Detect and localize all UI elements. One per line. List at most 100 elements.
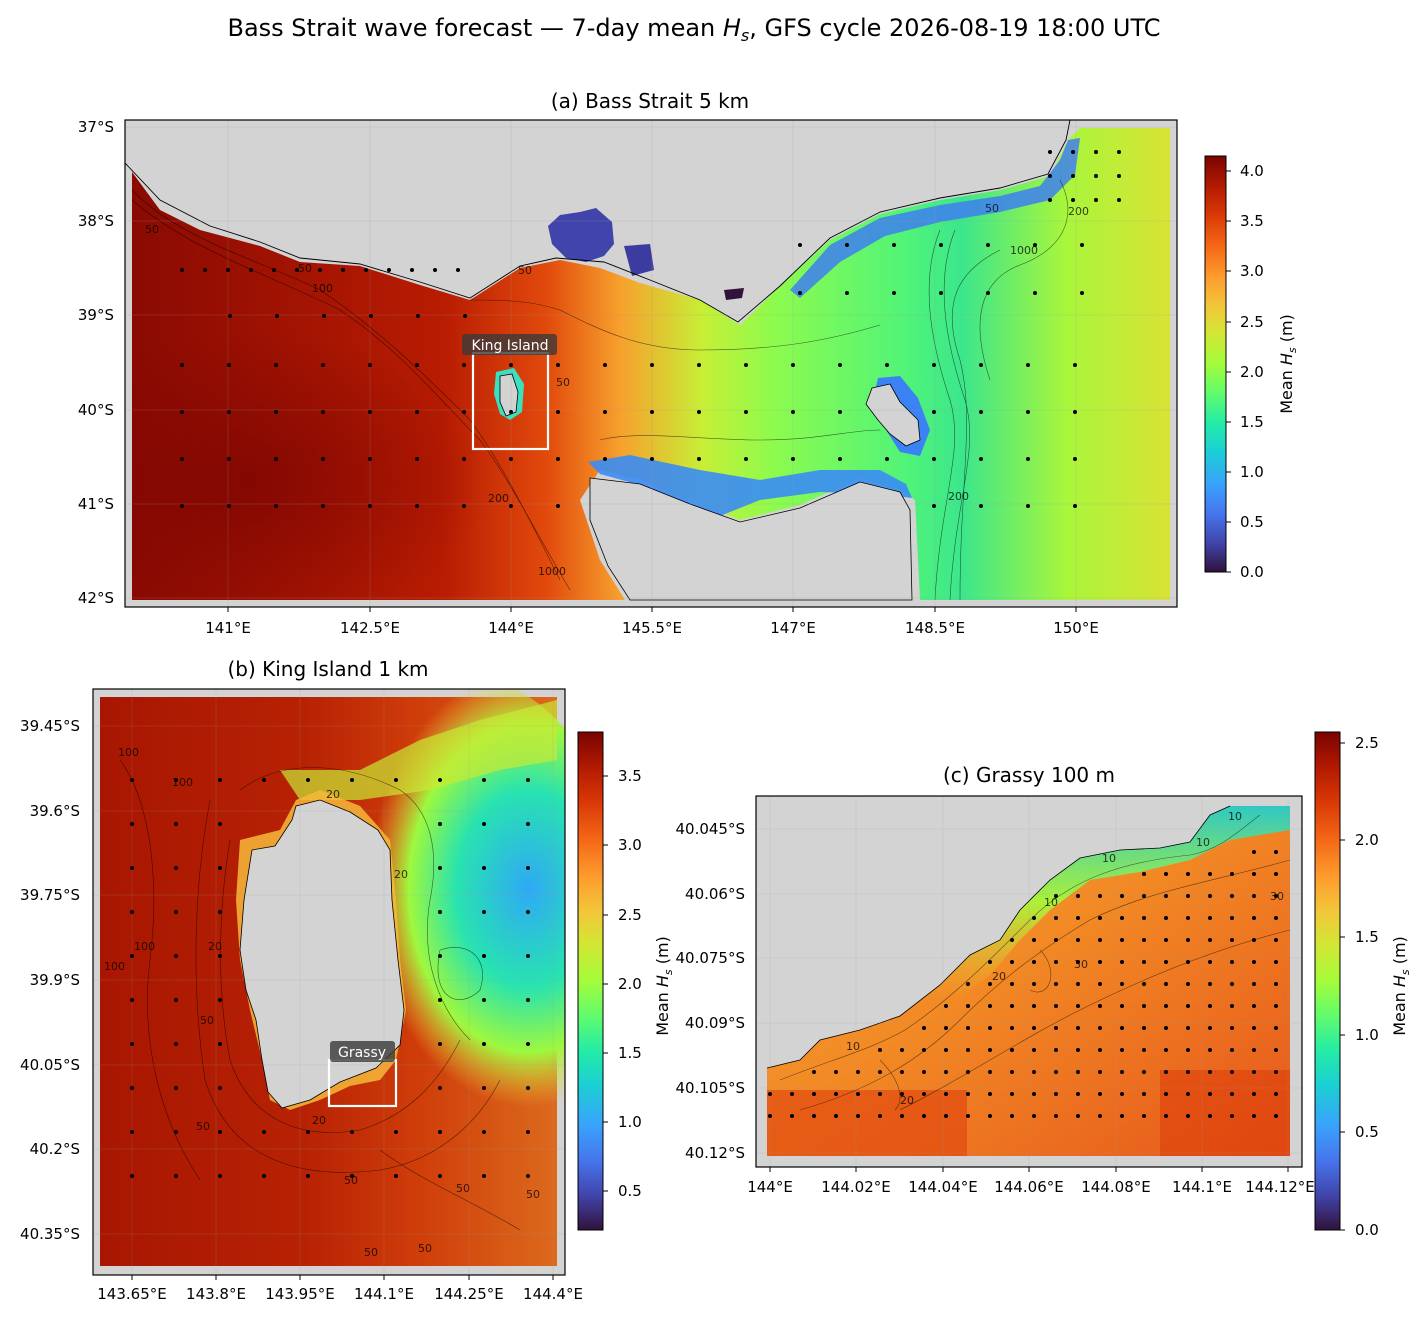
contour-label: 50 bbox=[344, 1174, 358, 1187]
station-point bbox=[1054, 1026, 1058, 1030]
station-point bbox=[368, 363, 372, 367]
station-point bbox=[1230, 1026, 1234, 1030]
station-point bbox=[526, 954, 530, 958]
station-point bbox=[979, 457, 983, 461]
station-point bbox=[1076, 916, 1080, 920]
station-point bbox=[1054, 894, 1058, 898]
station-point bbox=[274, 410, 278, 414]
station-point bbox=[1274, 916, 1278, 920]
station-point bbox=[1094, 150, 1098, 154]
station-point bbox=[526, 866, 530, 870]
station-point bbox=[509, 410, 513, 414]
contour-label: 200 bbox=[1068, 205, 1089, 218]
station-point bbox=[768, 1092, 772, 1096]
colorbar-tick: 1.5 bbox=[618, 1044, 642, 1062]
station-point bbox=[922, 1070, 926, 1074]
station-point bbox=[306, 1174, 310, 1178]
station-point bbox=[922, 1092, 926, 1096]
station-point bbox=[306, 1130, 310, 1134]
x-tick-label: 144.4°E bbox=[523, 1285, 583, 1303]
station-point bbox=[130, 1174, 134, 1178]
colorbar-c-ramp bbox=[1314, 731, 1341, 1231]
station-point bbox=[1252, 916, 1256, 920]
station-point bbox=[306, 778, 310, 782]
station-point bbox=[1080, 291, 1084, 295]
station-point bbox=[1010, 1004, 1014, 1008]
y-tick-label: 37°S bbox=[78, 118, 114, 136]
station-point bbox=[526, 1086, 530, 1090]
station-point bbox=[130, 866, 134, 870]
panel-a-title: (a) Bass Strait 5 km bbox=[551, 89, 749, 113]
panel-a-flinders-island bbox=[865, 383, 921, 447]
station-point bbox=[174, 998, 178, 1002]
contour-label: 10 bbox=[1196, 836, 1210, 849]
station-point bbox=[1164, 982, 1168, 986]
station-point bbox=[988, 1092, 992, 1096]
panel-a-y-axis: 37°S 38°S 39°S 40°S 41°S 42°S bbox=[78, 118, 114, 607]
station-point bbox=[1120, 960, 1124, 964]
x-tick-label: 147°E bbox=[770, 619, 816, 637]
station-point bbox=[988, 960, 992, 964]
panel-a-contour-labels: 50 50 100 200 1000 50 50 1000 200 50 200 bbox=[145, 202, 1089, 578]
contour-label: 200 bbox=[948, 490, 969, 503]
station-point bbox=[509, 504, 513, 508]
station-point bbox=[1208, 872, 1212, 876]
contour-label: 50 bbox=[200, 1014, 214, 1027]
station-point bbox=[1164, 1114, 1168, 1118]
station-point bbox=[482, 1086, 486, 1090]
contour-label: 50 bbox=[196, 1120, 210, 1133]
x-tick-label: 143.65°E bbox=[97, 1285, 166, 1303]
station-point bbox=[932, 504, 936, 508]
colorbar-tick: 0.5 bbox=[1240, 513, 1264, 531]
station-point bbox=[130, 998, 134, 1002]
colorbar-tick: 0.0 bbox=[1355, 1221, 1379, 1239]
station-point bbox=[1142, 982, 1146, 986]
station-point bbox=[838, 363, 842, 367]
station-point bbox=[364, 268, 368, 272]
station-point bbox=[1208, 1048, 1212, 1052]
station-point bbox=[1010, 938, 1014, 942]
station-point bbox=[262, 1174, 266, 1178]
colorbar-tick: 1.0 bbox=[618, 1113, 642, 1131]
station-point bbox=[988, 1070, 992, 1074]
station-point bbox=[1142, 1048, 1146, 1052]
x-tick-label: 142.5°E bbox=[340, 619, 400, 637]
station-point bbox=[394, 778, 398, 782]
station-point bbox=[979, 504, 983, 508]
station-point bbox=[1094, 198, 1098, 202]
y-tick-label: 40°S bbox=[78, 401, 114, 419]
station-point bbox=[1098, 938, 1102, 942]
station-point bbox=[130, 1086, 134, 1090]
station-point bbox=[1098, 916, 1102, 920]
panel-a-station-points bbox=[180, 150, 1121, 508]
station-point bbox=[1230, 916, 1234, 920]
station-point bbox=[650, 410, 654, 414]
station-point bbox=[1054, 1092, 1058, 1096]
station-point bbox=[1010, 982, 1014, 986]
station-point bbox=[1010, 1092, 1014, 1096]
panel-c-contours bbox=[779, 814, 1291, 1111]
station-point bbox=[218, 910, 222, 914]
station-point bbox=[697, 363, 701, 367]
x-tick-label: 145.5°E bbox=[622, 619, 682, 637]
panel-a-nearshore-tasmania bbox=[588, 455, 912, 516]
station-point bbox=[1076, 1026, 1080, 1030]
x-tick-label: 144.02°E bbox=[821, 1178, 890, 1196]
y-tick-label: 39.75°S bbox=[20, 886, 80, 904]
y-tick-label: 40.045°S bbox=[675, 820, 745, 838]
station-point bbox=[1164, 1026, 1168, 1030]
panel-a-contours bbox=[131, 179, 1069, 601]
station-point bbox=[415, 410, 419, 414]
station-point bbox=[812, 1070, 816, 1074]
x-tick-label: 144°E bbox=[747, 1178, 793, 1196]
station-point bbox=[368, 504, 372, 508]
station-point bbox=[482, 1042, 486, 1046]
station-point bbox=[180, 457, 184, 461]
station-point bbox=[603, 457, 607, 461]
station-point bbox=[1208, 1026, 1212, 1030]
colorbar-tick: 2.5 bbox=[1355, 734, 1379, 752]
panel-c-title: (c) Grassy 100 m bbox=[943, 763, 1115, 787]
station-point bbox=[526, 822, 530, 826]
station-point bbox=[482, 910, 486, 914]
